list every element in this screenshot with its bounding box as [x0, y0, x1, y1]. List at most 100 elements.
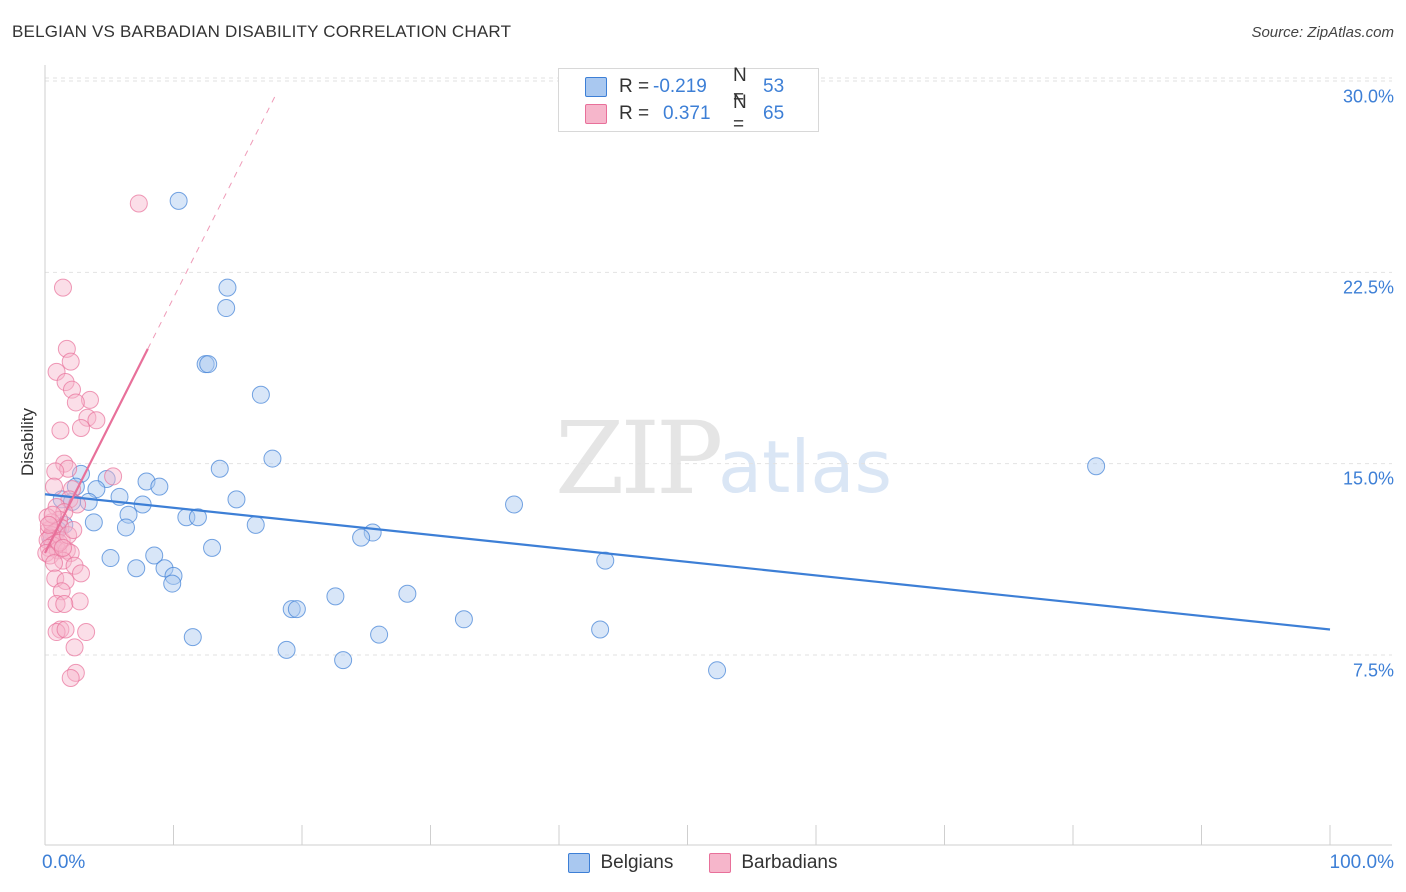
belgians-point [188, 508, 207, 527]
y-tick-label: 22.5% [1342, 277, 1394, 298]
belgians-point [218, 278, 237, 297]
barbadians-point [51, 421, 70, 440]
chart-title: BELGIAN VS BARBADIAN DISABILITY CORRELAT… [12, 22, 512, 41]
watermark-atlas: atlas [718, 425, 892, 509]
belgians-point [251, 385, 270, 404]
belgians-point [277, 640, 296, 659]
belgians-point [1087, 457, 1106, 476]
n-label: N = [733, 92, 747, 135]
barbadians-legend-swatch [709, 853, 732, 873]
belgians-point [227, 490, 246, 509]
watermark-zip: ZIP [555, 400, 723, 517]
r-value: -0.219 [653, 76, 707, 97]
barbadians-legend-label: Barbadians [741, 852, 838, 873]
barbadians-point [71, 564, 90, 583]
belgians-point [505, 495, 524, 514]
n-value: 53 [763, 76, 785, 97]
belgians-point [150, 477, 169, 496]
legend-row-barbadians: R = 0.371 N = 65 [585, 92, 785, 135]
belgians-point [398, 584, 417, 603]
belgians-point [282, 600, 301, 619]
barbadians-point [80, 390, 99, 409]
belgians-point [591, 620, 610, 639]
barbadians-point [56, 620, 75, 639]
belgians-point [596, 551, 615, 570]
barbadians-point [55, 594, 74, 613]
belgians-point [183, 628, 202, 647]
belgians-point [708, 661, 727, 680]
r-label: R = [619, 103, 650, 124]
r-value: 0.371 [663, 103, 711, 124]
barbadians-point [44, 477, 63, 496]
belgians-point [199, 355, 218, 374]
y-tick-label: 30.0% [1342, 86, 1394, 107]
x-tick-label-max: 100.0% [1329, 852, 1394, 873]
barbadians-point [61, 352, 80, 371]
barbadians-point [104, 467, 123, 486]
belgians-point [116, 518, 135, 537]
belgians-trendline [44, 493, 1331, 631]
barbadians-point [47, 594, 66, 613]
belgians-point [246, 515, 265, 534]
legend-item-barbadians[interactable]: Barbadians [709, 852, 838, 874]
correlation-legend: R = -0.219 N = 53 R = 0.371 N = 65 [558, 65, 819, 135]
barbadians-point [64, 520, 83, 539]
barbadians-point [53, 278, 72, 297]
barbadians-point [65, 556, 84, 575]
y-tick-label: 7.5% [1352, 660, 1394, 681]
belgians-point [169, 191, 188, 210]
barbadians-point [43, 505, 62, 524]
barbadians-point [38, 508, 57, 527]
legend-item-belgians[interactable]: Belgians [568, 852, 673, 874]
belgians-point [370, 625, 389, 644]
series-legend: Belgians Barbadians [0, 852, 1406, 874]
belgians-point [155, 559, 174, 578]
legend-row-belgians: R = -0.219 N = 53 [585, 65, 785, 108]
barbadians-trendline-extension [147, 93, 277, 350]
barbadians-point [66, 663, 85, 682]
barbadians-point [65, 638, 84, 657]
belgians-point [263, 449, 282, 468]
barbadians-point [56, 373, 75, 392]
belgians-point [287, 600, 306, 619]
belgians-legend-label: Belgians [600, 852, 674, 873]
barbadians-point [61, 668, 80, 687]
belgians-point [326, 587, 345, 606]
belgians-point [101, 549, 120, 568]
barbadians-trendline [44, 348, 149, 554]
belgians-point [127, 559, 146, 578]
belgians-point [210, 459, 229, 478]
barbadians-point [53, 538, 72, 557]
barbadians-point [129, 194, 148, 213]
barbadians-point [66, 393, 85, 412]
belgians-point [203, 538, 222, 557]
source-label: Source: ZipAtlas.com [1251, 24, 1394, 41]
belgians-point [145, 546, 164, 565]
y-tick-label: 15.0% [1342, 468, 1394, 489]
belgians-point [217, 299, 236, 318]
belgians-point [454, 610, 473, 629]
belgians-point [334, 651, 353, 670]
belgians-point [352, 528, 371, 547]
barbadians-point [70, 592, 89, 611]
n-label: N = [733, 65, 747, 108]
r-label: R = [619, 76, 650, 97]
barbadians-point [47, 362, 66, 381]
barbadians-point [44, 554, 63, 573]
barbadians-point [56, 572, 75, 591]
barbadians-point [87, 411, 106, 430]
n-value: 65 [763, 103, 785, 124]
y-axis-label: Disability [18, 407, 37, 476]
belgians-point [164, 566, 183, 585]
barbadians-point [77, 623, 96, 642]
barbadians-swatch [585, 104, 607, 124]
barbadians-point [46, 462, 65, 481]
belgians-swatch [585, 77, 607, 97]
barbadians-point [39, 515, 58, 534]
barbadians-point [71, 418, 90, 437]
belgians-point [163, 574, 182, 593]
x-tick-label-min: 0.0% [42, 852, 86, 873]
belgians-legend-swatch [568, 853, 591, 873]
belgians-point [84, 513, 103, 532]
